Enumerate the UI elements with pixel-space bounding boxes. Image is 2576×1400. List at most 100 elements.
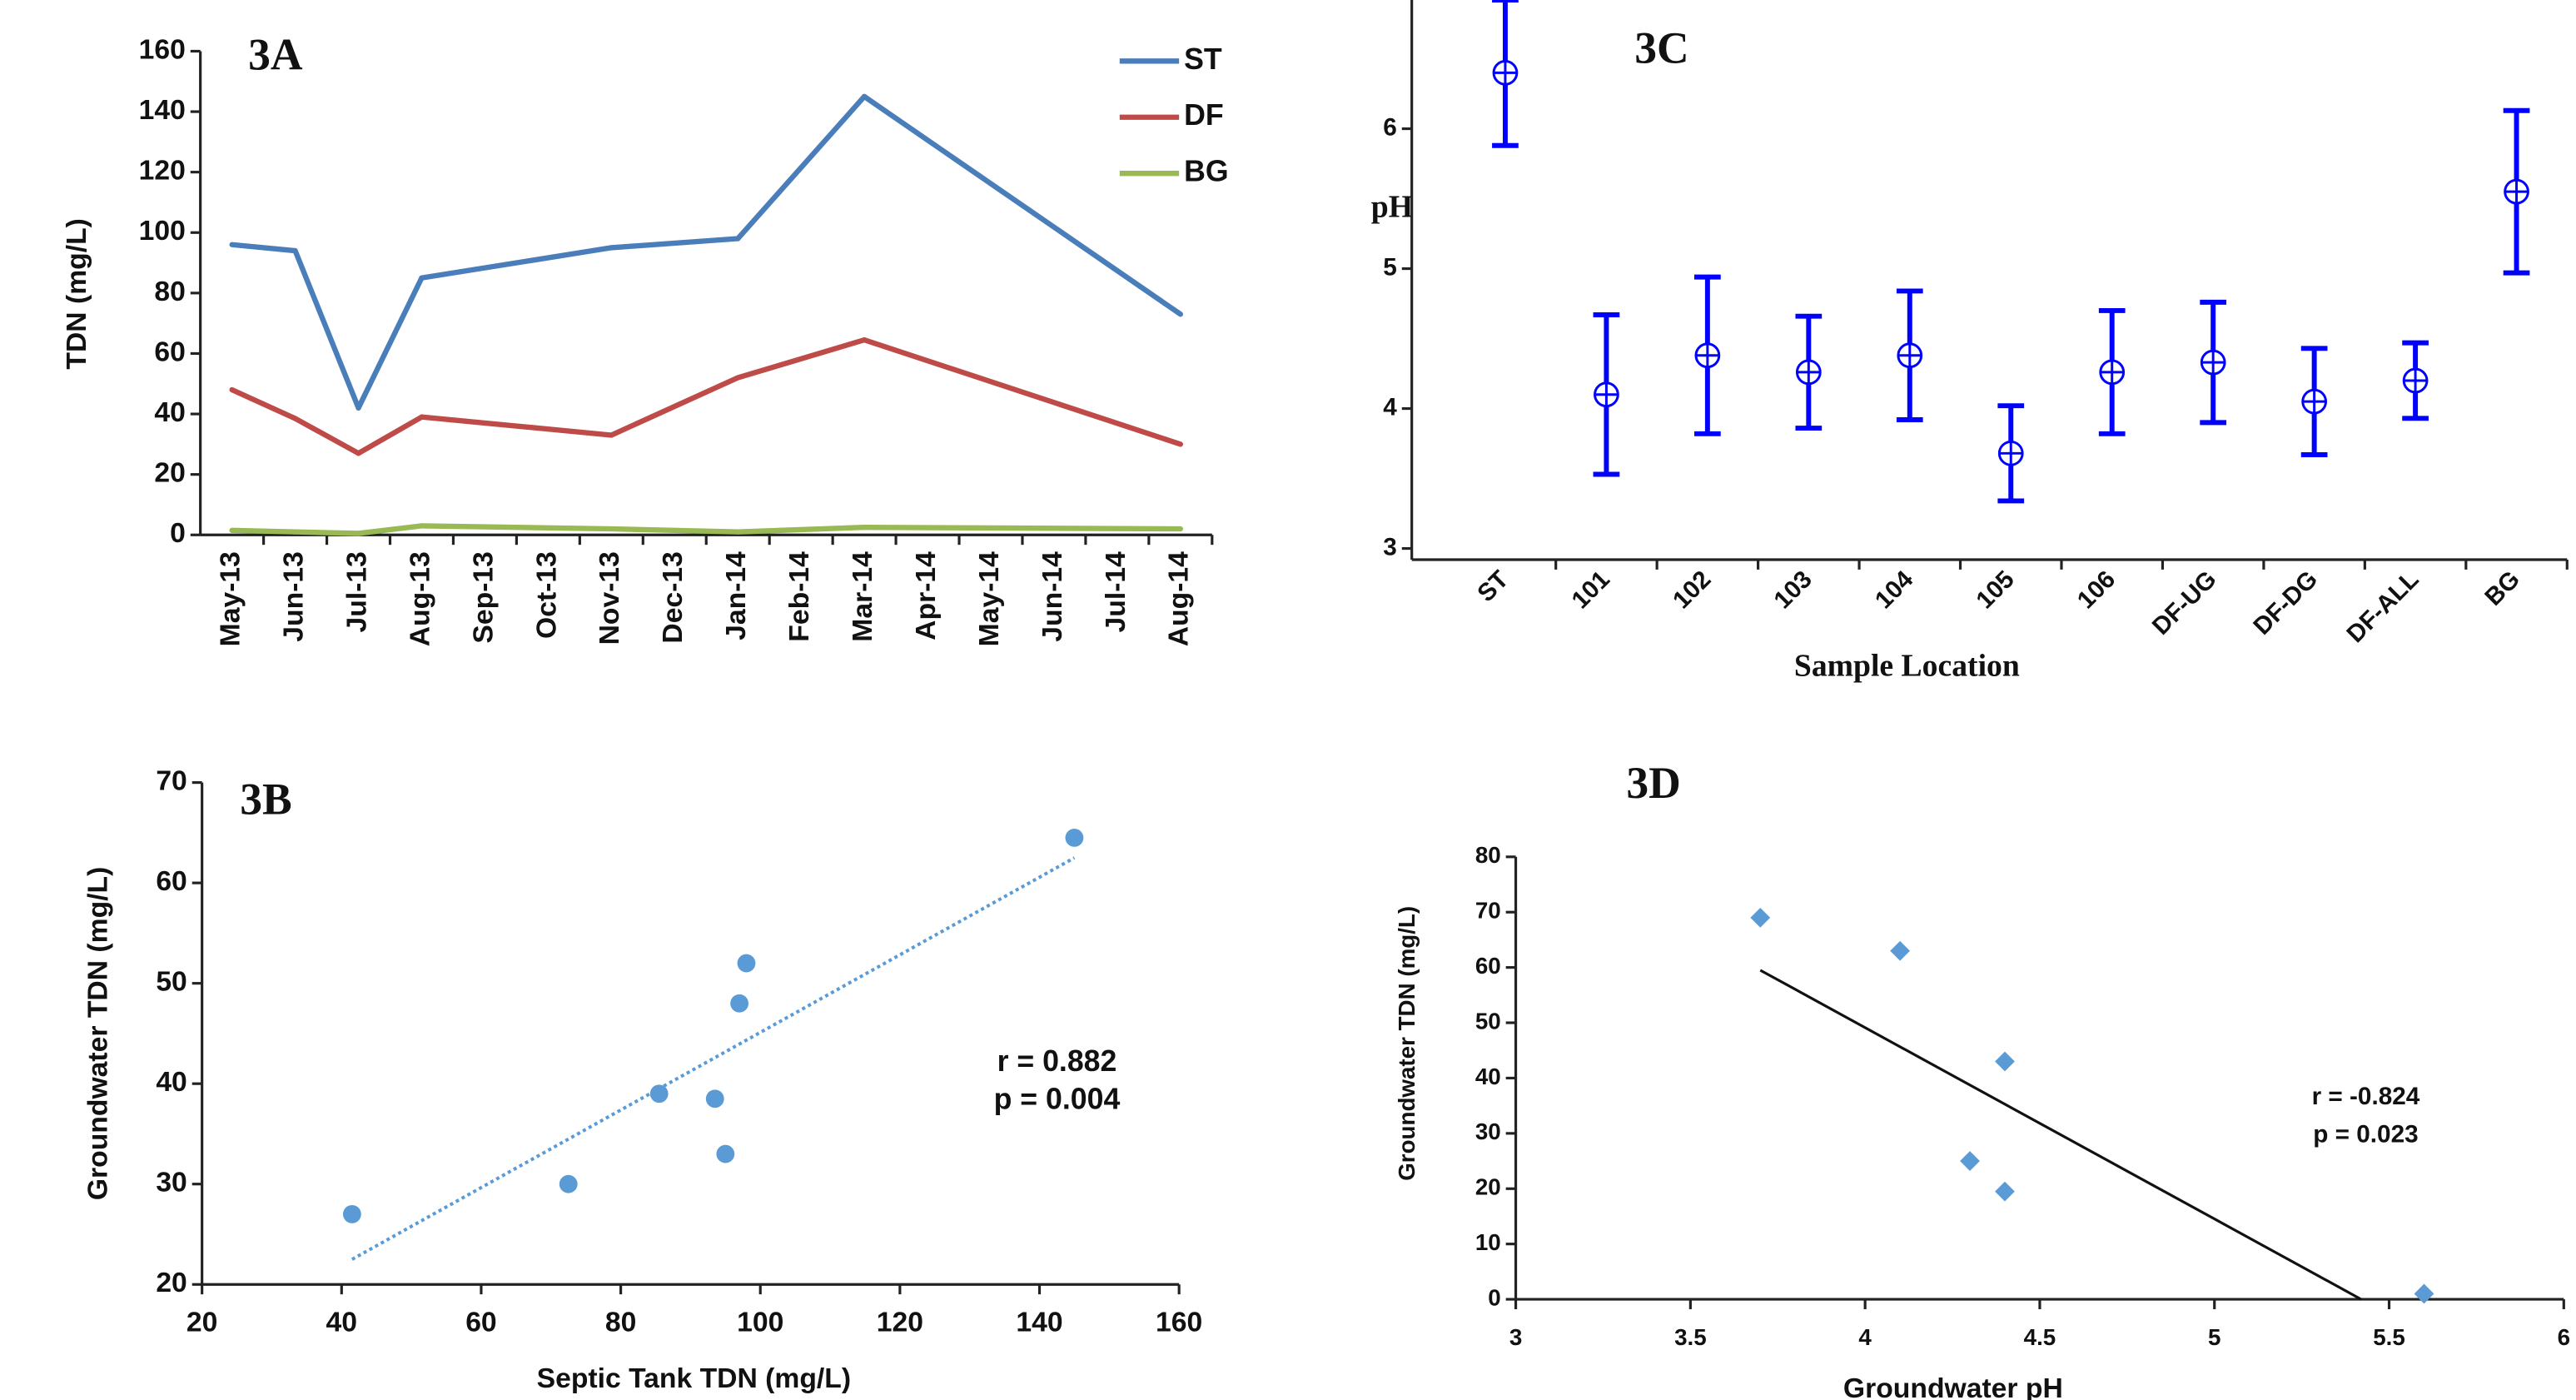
annotation: p = 0.004 xyxy=(994,1083,1121,1116)
point-cross xyxy=(1594,382,1619,406)
trendline xyxy=(351,856,1076,1261)
x-tick-label: Aug-14 xyxy=(1164,551,1195,646)
series-line xyxy=(419,414,614,438)
series-line xyxy=(292,416,361,456)
point xyxy=(1960,1151,1980,1171)
point xyxy=(705,1089,724,1109)
point-cross xyxy=(1999,441,2023,466)
x-tick-label: Jan-14 xyxy=(721,551,752,640)
x-tick-label: 101 xyxy=(1567,565,1615,614)
x-tick-label: 20 xyxy=(186,1308,217,1338)
series-line xyxy=(609,236,741,251)
point-cross xyxy=(2404,369,2427,392)
legend-label: ST xyxy=(1184,42,1222,76)
x-tick-label: Oct-13 xyxy=(531,551,562,639)
y-tick-label: 0 xyxy=(170,518,186,549)
x-tick-label: 40 xyxy=(326,1308,357,1338)
x-tick-label: 3 xyxy=(1509,1324,1522,1350)
x-tick-label: DF-ALL xyxy=(2341,565,2424,648)
point xyxy=(1890,940,1911,961)
y-tick-label: 70 xyxy=(156,766,186,797)
y-tick-label: 30 xyxy=(1475,1119,1501,1144)
series-line xyxy=(419,523,614,532)
y-tick-label: 3 xyxy=(1383,533,1397,560)
x-tick-label: BG xyxy=(2479,565,2525,611)
series-line xyxy=(292,529,361,536)
x-tick-label: Nov-13 xyxy=(594,551,625,645)
x-axis-label: Sample Location xyxy=(1794,648,2020,683)
y-tick-label: 60 xyxy=(1475,953,1501,979)
legend-label: DF xyxy=(1184,98,1224,132)
annotation: p = 0.023 xyxy=(2313,1121,2418,1148)
y-tick-label: 0 xyxy=(1488,1284,1500,1310)
x-tick-label: May-14 xyxy=(974,551,1005,646)
point-cross xyxy=(2201,351,2225,374)
x-tick-label: Dec-13 xyxy=(658,551,689,644)
y-tick-label: 50 xyxy=(156,967,186,998)
x-tick-label: DF-DG xyxy=(2248,565,2323,640)
x-tick-label: Jun-13 xyxy=(278,551,309,642)
x-tick-label: Jun-14 xyxy=(1037,551,1068,642)
series-line xyxy=(861,93,1184,317)
x-axis-label: Groundwater pH xyxy=(1843,1373,2063,1400)
series-line xyxy=(356,275,425,411)
series-line xyxy=(609,375,741,438)
y-axis-label: Groundwater TDN (mg/L) xyxy=(1394,906,1420,1181)
series-line xyxy=(735,336,868,381)
x-axis-label: Septic Tank TDN (mg/L) xyxy=(537,1363,851,1394)
y-tick-label: 50 xyxy=(1475,1008,1501,1034)
series-line xyxy=(229,386,298,421)
annotation: r = -0.824 xyxy=(2312,1083,2420,1110)
y-tick-label: 80 xyxy=(154,277,185,307)
trendline xyxy=(1759,969,2362,1301)
point-cross xyxy=(2302,390,2326,414)
x-tick-label: Mar-14 xyxy=(848,551,878,642)
x-tick-label: ST xyxy=(1472,565,1514,607)
y-tick-label: 120 xyxy=(139,156,186,187)
y-tick-label: 140 xyxy=(139,95,186,126)
y-tick-label: 40 xyxy=(154,397,185,428)
x-tick-label: Jul-14 xyxy=(1101,551,1131,633)
y-axis-label: Groundwater TDN (mg/L) xyxy=(83,867,114,1200)
panel-title: 3B xyxy=(240,775,291,825)
series-line xyxy=(292,247,361,411)
series-line xyxy=(356,523,425,536)
y-tick-label: 20 xyxy=(154,458,185,489)
x-tick-label: 4 xyxy=(1858,1324,1872,1350)
point xyxy=(1995,1051,2015,1072)
y-tick-label: 60 xyxy=(156,866,186,897)
y-tick-label: 40 xyxy=(1475,1064,1501,1089)
x-tick-label: 106 xyxy=(2072,565,2121,614)
point xyxy=(1750,907,1771,928)
x-tick-label: Feb-14 xyxy=(784,551,815,642)
point xyxy=(2414,1283,2434,1304)
x-tick-label: 80 xyxy=(605,1308,636,1338)
panel-title: 3C xyxy=(1634,23,1688,73)
annotation: r = 0.882 xyxy=(997,1044,1117,1078)
x-tick-label: Aug-13 xyxy=(405,551,435,646)
x-tick-label: May-13 xyxy=(216,551,246,646)
point xyxy=(730,994,748,1013)
x-tick-label: 102 xyxy=(1668,565,1716,614)
series-line xyxy=(229,242,298,254)
point-cross xyxy=(1494,61,1517,85)
x-tick-label: Apr-14 xyxy=(911,551,942,640)
point xyxy=(1065,829,1084,847)
y-tick-label: 100 xyxy=(139,216,186,247)
y-tick-label: 160 xyxy=(139,34,186,65)
series-line xyxy=(609,526,741,535)
x-tick-label: 4.5 xyxy=(2024,1324,2056,1350)
y-tick-label: 80 xyxy=(1475,842,1501,868)
panel-title: 3A xyxy=(248,30,303,80)
x-tick-label: 120 xyxy=(877,1308,923,1338)
x-tick-label: 60 xyxy=(465,1308,496,1338)
point-cross xyxy=(2504,180,2529,204)
point-cross xyxy=(2100,361,2124,384)
series-line xyxy=(861,336,1184,447)
y-tick-label: 10 xyxy=(1475,1229,1501,1255)
point xyxy=(737,954,756,973)
point xyxy=(342,1204,361,1223)
point xyxy=(716,1144,735,1163)
